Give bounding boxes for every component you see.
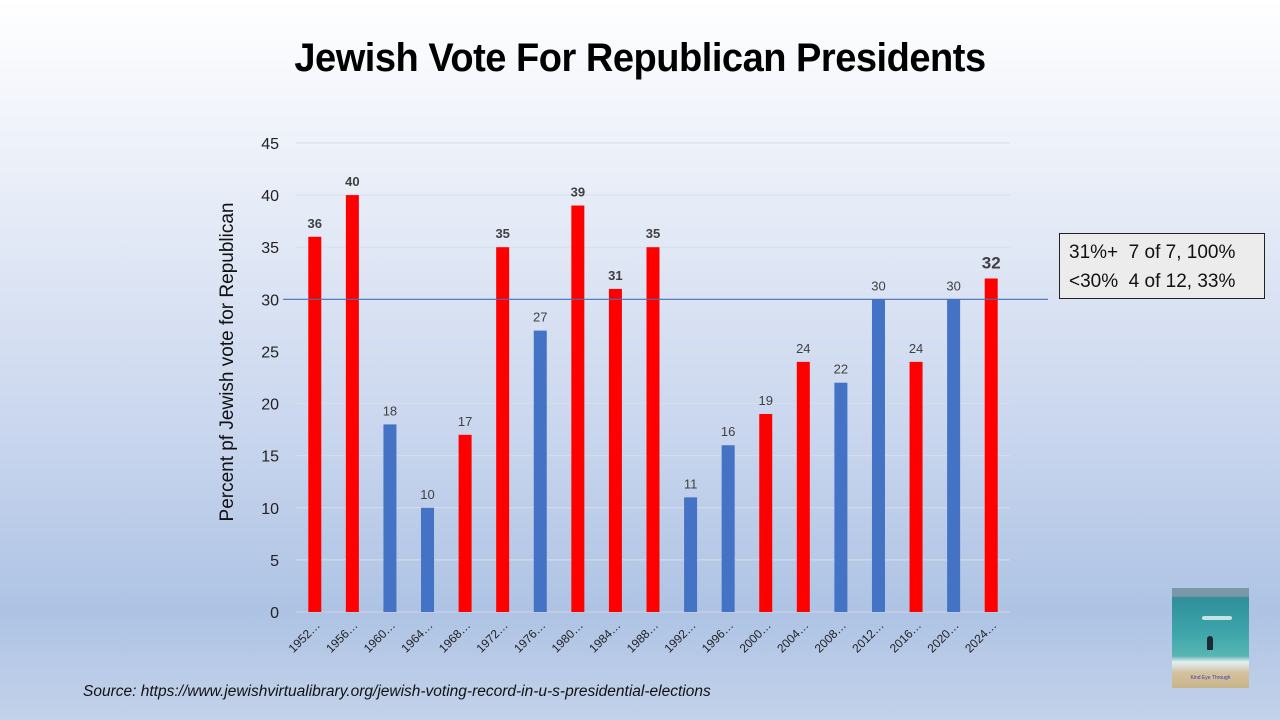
y-axis-label: Percent pf Jewish vote for Republican [217,203,238,522]
bar-2008 [834,382,848,612]
x-tick-label: 2016… [887,618,924,655]
bar-2000 [759,413,773,612]
data-label: 36 [308,216,322,231]
x-tick-label: 2020… [924,618,961,655]
callout-line-below-30: <30% 4 of 12, 33% [1069,271,1236,292]
x-tick-label: 1988… [624,618,661,655]
data-label: 40 [345,174,359,189]
data-label: 10 [420,487,434,502]
y-tick-label: 15 [261,449,279,466]
y-tick-label: 5 [270,553,279,570]
x-tick-label: 2000… [737,618,774,655]
data-label: 19 [759,393,773,408]
x-tick-label: 1960… [361,618,398,655]
bar-1952 [308,236,322,613]
data-label: 39 [571,185,585,200]
bar-2020 [947,299,961,612]
bar-2004 [796,361,810,612]
bar-1988 [646,247,660,612]
bar-1996 [721,445,735,612]
data-label: 16 [721,424,735,439]
data-label: 31 [608,268,622,283]
data-labels: 36 40 18 10 17 35 27 39 31 35 11 16 19 24 22 30 24 30 32 [308,174,1001,502]
callout-line-above-31: 31%+ 7 of 7, 100% [1069,242,1236,263]
bar-1968 [458,434,472,612]
bar-1992 [684,497,698,612]
data-label: 11 [684,476,698,491]
y-tick-label: 20 [261,397,279,414]
bar-1980 [571,205,585,613]
data-label: 35 [495,226,509,241]
x-tick-label: 1996… [699,618,736,655]
data-label: 30 [871,278,885,293]
data-label: 32 [982,253,1001,272]
data-label: 24 [909,341,923,356]
data-label: 18 [383,403,397,418]
x-tick-label: 2012… [849,618,886,655]
bar-2024 [984,278,998,612]
y-tick-label: 25 [261,344,279,361]
x-tick-label: 1992… [661,618,698,655]
slide-title: Jewish Vote For Republican Presidents [294,36,986,80]
y-tick-label: 45 [261,136,279,153]
data-label: 22 [834,362,848,377]
x-tick-label: 2004… [774,618,811,655]
data-label: 35 [646,226,660,241]
x-tick-label: 1968… [436,618,473,655]
x-tick-label: 1972… [474,618,511,655]
photo-caption: Kind Eye Through [1190,675,1231,681]
bar-1976 [533,330,547,612]
x-tick-label: 2008… [812,618,849,655]
y-tick-label: 0 [270,605,279,622]
y-axis-ticks: 0 5 10 15 20 25 30 35 40 45 [261,136,279,622]
y-tick-label: 10 [261,501,279,518]
x-tick-label: 1964… [398,618,435,655]
data-label: 30 [946,278,960,293]
y-tick-label: 40 [261,188,279,205]
bar-2016 [909,361,923,612]
bar-1964 [421,507,435,612]
x-tick-label: 1952… [286,618,323,655]
beach-photo-thumbnail: Kind Eye Through [1172,588,1249,688]
x-tick-label: 2024… [962,618,999,655]
photo-wave [1202,616,1232,620]
x-tick-label: 1976… [511,618,548,655]
y-tick-label: 30 [261,292,279,309]
bar-2012 [871,299,885,612]
bar-1956 [345,195,359,612]
x-axis-ticks: 1952… 1956… 1960… 1964… 1968… 1972… 1976… 1980…… [286,618,1000,655]
summary-callout-box: 31%+ 7 of 7, 100% <30% 4 of 12, 33% [1059,233,1265,299]
x-tick-label: 1984… [586,618,623,655]
x-tick-label: 1956… [323,618,360,655]
bar-1984 [608,288,622,612]
source-citation: Source: https://www.jewishvirtualibrary.… [83,683,711,700]
photo-person-figure [1207,636,1213,650]
data-label: 24 [796,341,810,356]
y-tick-label: 35 [261,240,279,257]
data-label: 27 [533,310,547,325]
bars [308,195,998,613]
data-label: 17 [458,414,472,429]
x-tick-label: 1980… [549,618,586,655]
bar-1960 [383,424,397,612]
bar-1972 [496,247,510,612]
